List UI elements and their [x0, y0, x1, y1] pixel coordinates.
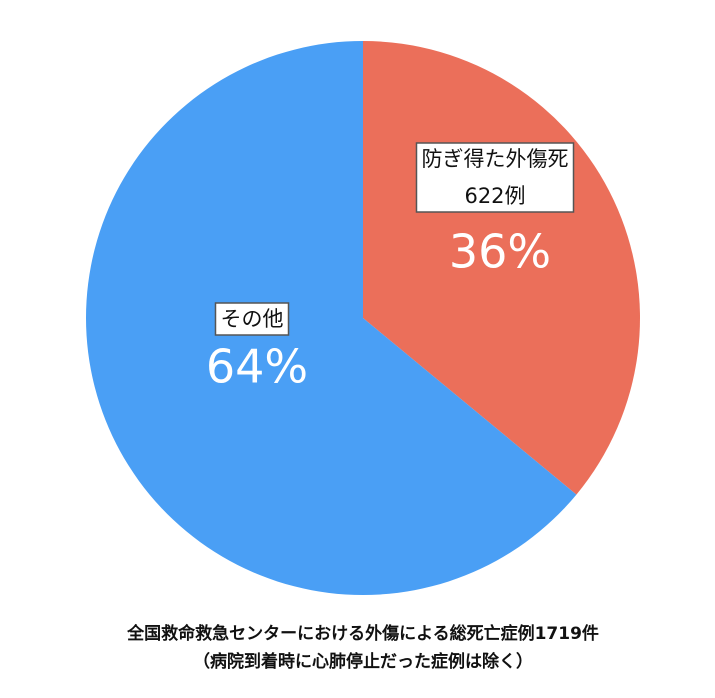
chart-subtitle: （病院到着時に心肺停止だった症例は除く）: [193, 651, 533, 672]
pie-slice: [85, 41, 577, 595]
category-label: 防ぎ得た外傷死: [422, 147, 569, 171]
label-box: [214, 302, 290, 336]
labels: 防ぎ得た外傷死 622例 36% その他 64%: [206, 142, 575, 394]
value-label: 36%: [449, 225, 551, 279]
label-box: [415, 142, 575, 213]
category-label: その他: [221, 307, 284, 331]
count-label: 622例: [464, 184, 525, 208]
value-label: 64%: [206, 340, 308, 394]
pie: [85, 41, 640, 595]
chart-title: 全国救命救急センターにおける外傷による総死亡症例1719件: [126, 623, 599, 644]
